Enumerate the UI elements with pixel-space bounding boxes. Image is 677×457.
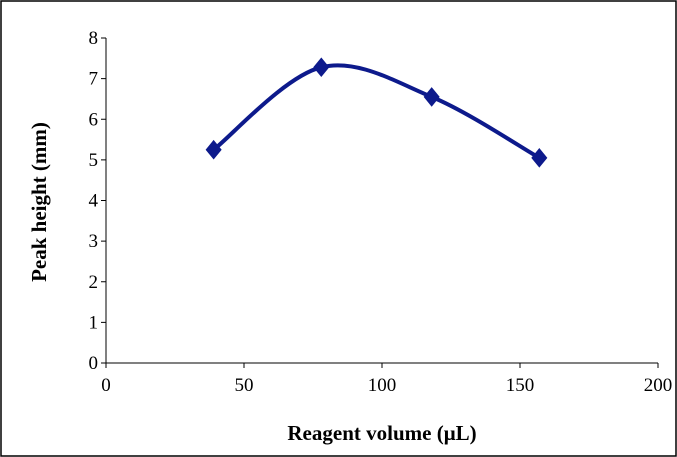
- y-axis: 0 1 2 3 4 5 6 7 8: [89, 28, 107, 374]
- y-tick-label: 5: [89, 150, 99, 171]
- y-axis-title: Peak height (mm): [27, 122, 51, 282]
- series-group: [205, 57, 548, 168]
- y-tick-label: 4: [89, 191, 99, 212]
- data-point-marker: [313, 57, 330, 78]
- y-tick-label: 1: [89, 312, 99, 333]
- x-tick-label: 0: [101, 375, 111, 396]
- x-axis-title: Reagent volume (μL): [287, 421, 476, 445]
- x-tick-label: 100: [368, 375, 397, 396]
- data-point-marker: [205, 139, 222, 160]
- x-tick-label: 200: [644, 375, 673, 396]
- data-point-marker: [423, 87, 440, 107]
- y-tick-label: 8: [89, 28, 99, 49]
- data-point-marker: [531, 148, 548, 168]
- x-tick-label: 50: [235, 375, 254, 396]
- series-line: [211, 63, 542, 160]
- y-tick-label: 2: [89, 272, 99, 293]
- x-axis: 0 50 100 150 200: [101, 362, 673, 396]
- y-tick-label: 3: [89, 231, 99, 252]
- y-tick-label: 0: [89, 353, 99, 374]
- x-tick-label: 150: [506, 375, 535, 396]
- y-tick-label: 6: [89, 109, 99, 130]
- y-tick-label: 7: [89, 69, 99, 90]
